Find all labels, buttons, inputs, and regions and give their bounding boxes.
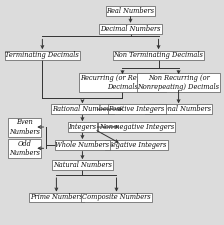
Text: Even
Numbers: Even Numbers (9, 118, 40, 136)
Text: Composite Numbers: Composite Numbers (82, 194, 151, 201)
Text: Irrational Numbers: Irrational Numbers (146, 105, 211, 113)
Text: Integers: Integers (68, 123, 96, 131)
Text: Non Recurring (or
Nonrepeating) Decimals: Non Recurring (or Nonrepeating) Decimals (138, 74, 220, 91)
Text: Odd
Numbers: Odd Numbers (9, 140, 40, 157)
Text: Prime Numbers: Prime Numbers (30, 194, 83, 201)
Text: Terminating Decimals: Terminating Decimals (6, 52, 79, 59)
Text: Real Numbers: Real Numbers (106, 7, 155, 15)
Text: Whole Numbers: Whole Numbers (55, 141, 110, 149)
Text: Decimal Numbers: Decimal Numbers (100, 25, 161, 33)
Text: Negative Integers: Negative Integers (106, 141, 167, 149)
Text: Natural Numbers: Natural Numbers (53, 161, 112, 169)
Text: Positive Integers: Positive Integers (108, 105, 165, 113)
Text: Non Terminating Decimals: Non Terminating Decimals (114, 52, 203, 59)
Text: Recurring (or Repeating)
Decimals: Recurring (or Repeating) Decimals (80, 74, 165, 91)
Text: Non-negative Integers: Non-negative Integers (99, 123, 174, 131)
Text: Rational Numbers: Rational Numbers (52, 105, 113, 113)
